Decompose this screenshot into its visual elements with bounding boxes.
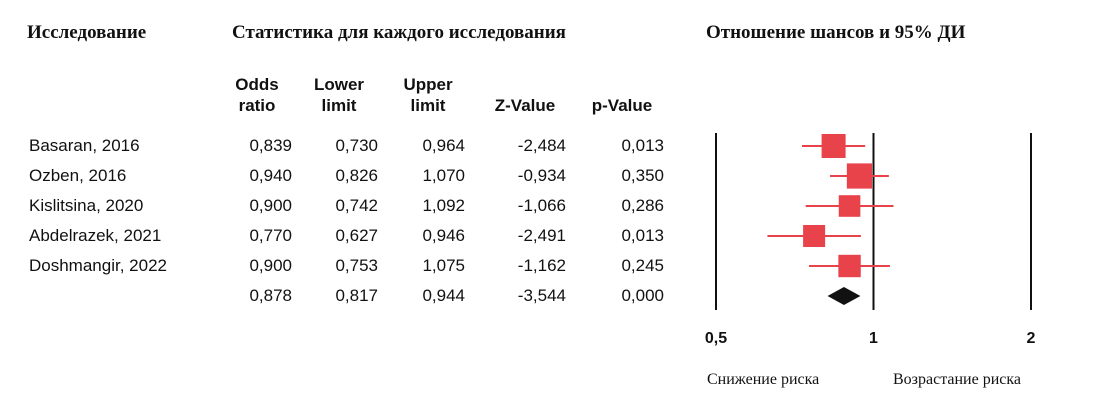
study-label: Ozben, 2016	[29, 166, 127, 185]
study-label: Abdelrazek, 2021	[29, 226, 162, 245]
risk-decrease-label: Снижение риска	[707, 371, 820, 388]
z-value: -1,162	[517, 256, 566, 275]
z-value: -1,066	[517, 196, 566, 215]
summary-p-value: 0,000	[621, 286, 664, 305]
col-header-odds-ratio: Odds ratio	[235, 75, 279, 115]
summary-diamond	[827, 287, 861, 305]
risk-increase-label: Возрастание риска	[893, 371, 1022, 388]
odds-ratio-value: 0,900	[249, 196, 292, 215]
col-header-p-value: p-Value	[591, 96, 653, 115]
study-marker	[838, 195, 861, 217]
study-label: Doshmangir, 2022	[29, 256, 167, 275]
upper-limit-value: 0,946	[422, 226, 465, 245]
study-marker	[838, 254, 861, 278]
x-tick-label: 1	[869, 330, 878, 347]
p-value: 0,013	[621, 136, 664, 155]
upper-limit-value: 1,070	[422, 166, 465, 185]
z-value: -2,491	[517, 226, 566, 245]
upper-limit-value: 1,075	[422, 256, 465, 275]
header-study: Исследование	[27, 22, 147, 43]
lower-limit-value: 0,730	[335, 136, 378, 155]
summary-lower-limit-value: 0,817	[335, 286, 378, 305]
odds-ratio-value: 0,900	[249, 256, 292, 275]
study-marker	[803, 225, 826, 247]
study-label: Basaran, 2016	[29, 136, 140, 155]
x-tick-label: 2	[1027, 330, 1036, 347]
p-value: 0,350	[621, 166, 664, 185]
header-odds-ratio-ci: Отношение шансов и 95% ДИ	[706, 22, 966, 43]
header-statistics: Статистика для каждого исследования	[232, 22, 566, 43]
lower-limit-value: 0,627	[335, 226, 378, 245]
odds-ratio-value: 0,770	[249, 226, 292, 245]
summary-z-value: -3,544	[517, 286, 566, 305]
z-value: -0,934	[517, 166, 566, 185]
lower-limit-value: 0,742	[335, 196, 378, 215]
lower-limit-value: 0,826	[335, 166, 378, 185]
odds-ratio-value: 0,839	[249, 136, 292, 155]
summary-upper-limit-value: 0,944	[422, 286, 465, 305]
study-label: Kislitsina, 2020	[29, 196, 144, 215]
odds-ratio-value: 0,940	[249, 166, 292, 185]
study-marker	[821, 134, 846, 158]
lower-limit-value: 0,753	[335, 256, 378, 275]
p-value: 0,245	[621, 256, 664, 275]
col-header-lower-limit: Lower limit	[313, 75, 365, 115]
col-header-z-value: Z-Value	[494, 96, 556, 115]
p-value: 0,013	[621, 226, 664, 245]
x-tick-label: 0,5	[705, 330, 727, 347]
study-marker	[846, 163, 873, 189]
upper-limit-value: 0,964	[422, 136, 465, 155]
col-header-upper-limit: Upper limit	[403, 75, 453, 115]
summary-odds-ratio-value: 0,878	[249, 286, 292, 305]
z-value: -2,484	[517, 136, 566, 155]
p-value: 0,286	[621, 196, 664, 215]
upper-limit-value: 1,092	[422, 196, 465, 215]
